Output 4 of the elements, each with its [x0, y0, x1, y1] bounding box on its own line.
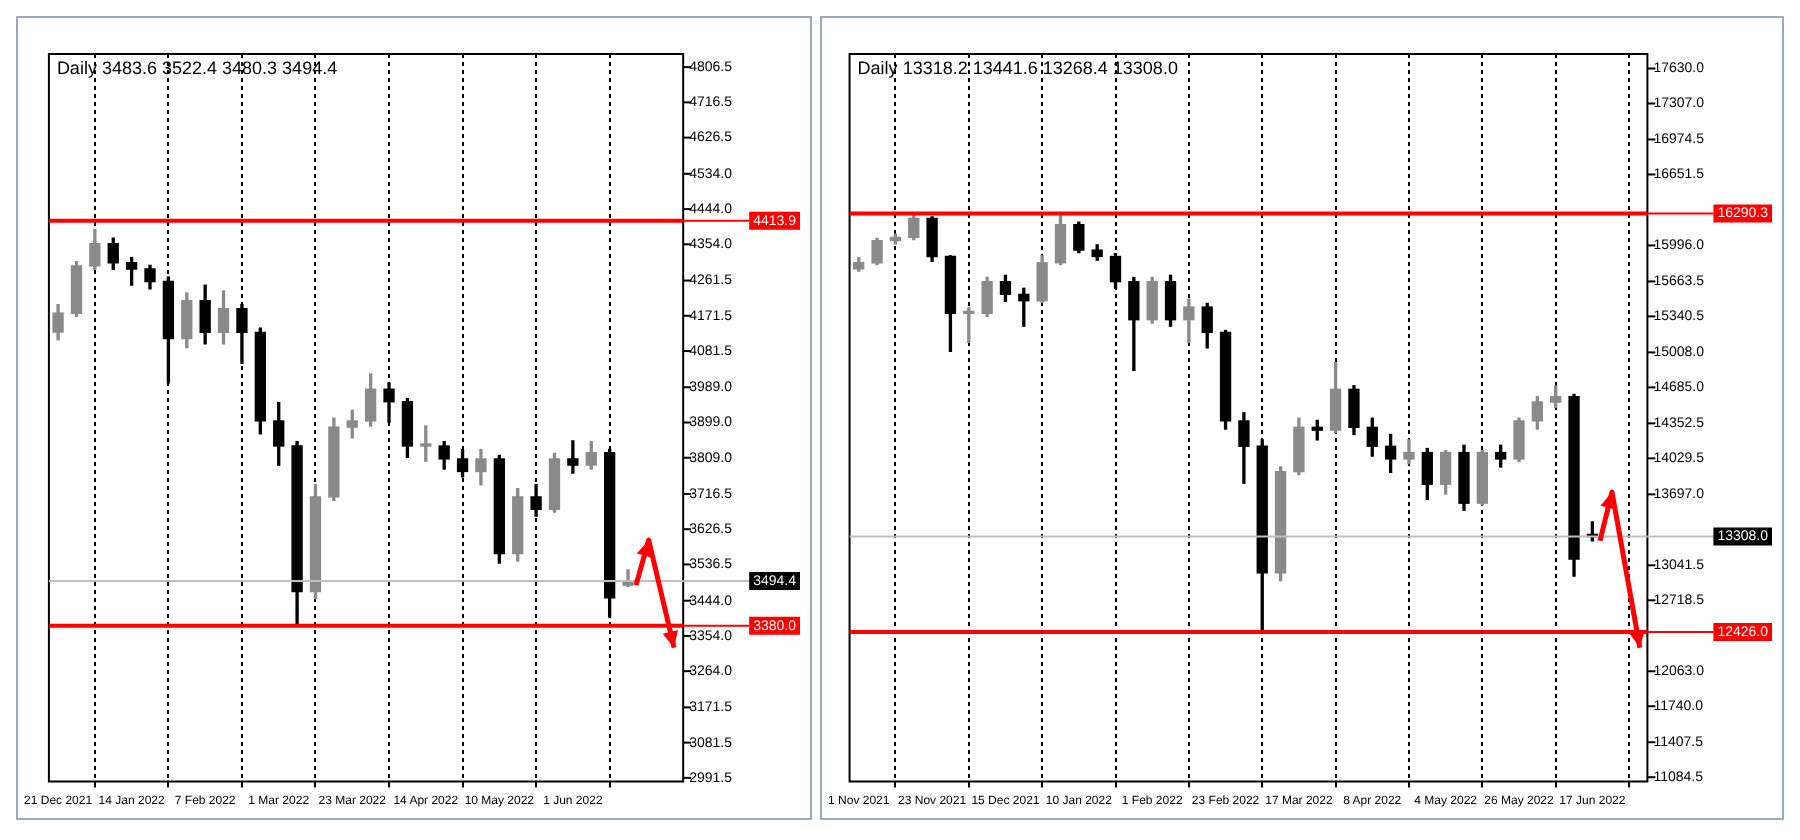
chart-subtitle: 13318.2 13441.6 13268.4 13308.0: [902, 58, 1178, 78]
chart-subtitle: 3483.6 3522.4 3480.3 3494.4: [101, 58, 338, 78]
chart-title: Daily: [56, 58, 97, 78]
chart-title: Daily: [857, 58, 898, 78]
